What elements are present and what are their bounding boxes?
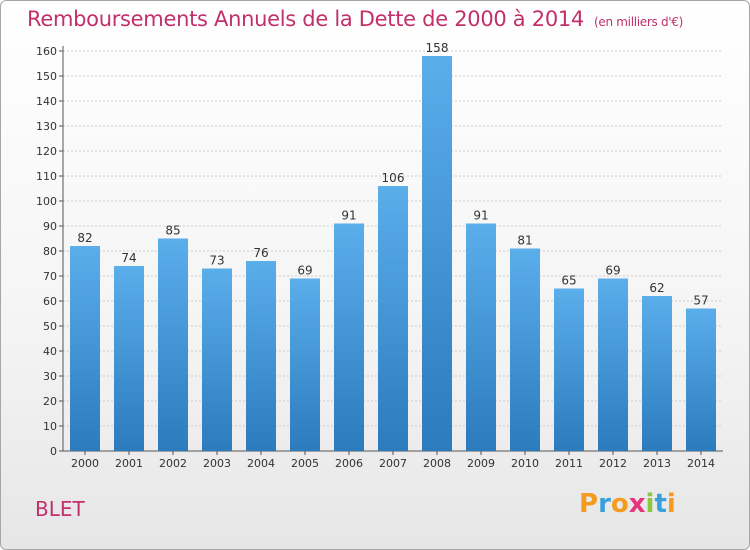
x-tick-label: 2005 bbox=[291, 457, 319, 470]
x-tick-label: 2002 bbox=[159, 457, 187, 470]
bar bbox=[246, 261, 276, 451]
y-tick-label: 130 bbox=[36, 120, 57, 133]
chart-title: Remboursements Annuels de la Dette de 20… bbox=[27, 7, 683, 31]
logo-letter: i bbox=[666, 489, 676, 519]
x-tick-label: 2001 bbox=[115, 457, 143, 470]
x-tick-label: 2014 bbox=[687, 457, 715, 470]
commune-name: BLET bbox=[35, 497, 85, 521]
bar-value-label: 62 bbox=[649, 281, 664, 295]
labels: 0 10 20 30 40 50 60 70 80 90 100 110 120 130 140 150 160… bbox=[36, 41, 715, 470]
y-tick-label: 50 bbox=[43, 320, 57, 333]
y-tick-label: 0 bbox=[50, 445, 57, 458]
bar-value-label: 57 bbox=[693, 294, 708, 308]
y-tick-label: 110 bbox=[36, 170, 57, 183]
y-tick-label: 40 bbox=[43, 345, 57, 358]
bar-value-label: 73 bbox=[209, 254, 224, 268]
proxiti-logo: Proxiti bbox=[579, 489, 676, 519]
x-tick-label: 2007 bbox=[379, 457, 407, 470]
bar bbox=[334, 223, 364, 451]
bar-value-label: 91 bbox=[341, 209, 356, 223]
x-tick-label: 2010 bbox=[511, 457, 539, 470]
y-tick-label: 160 bbox=[36, 45, 57, 58]
bar-value-label: 69 bbox=[297, 264, 312, 278]
x-tick-label: 2004 bbox=[247, 457, 275, 470]
y-tick-label: 30 bbox=[43, 370, 57, 383]
x-tick-label: 2000 bbox=[71, 457, 99, 470]
logo-letter: r bbox=[598, 489, 611, 519]
x-tick-label: 2012 bbox=[599, 457, 627, 470]
logo-letter: t bbox=[654, 489, 667, 519]
x-tick-label: 2003 bbox=[203, 457, 231, 470]
bar bbox=[422, 56, 452, 451]
bar-value-label: 158 bbox=[426, 41, 449, 55]
bar-value-label: 82 bbox=[77, 231, 92, 245]
bar bbox=[158, 238, 188, 451]
bar bbox=[598, 278, 628, 451]
y-tick-label: 80 bbox=[43, 245, 57, 258]
x-tick-label: 2008 bbox=[423, 457, 451, 470]
bar bbox=[114, 266, 144, 451]
bar-value-label: 91 bbox=[473, 209, 488, 223]
bar bbox=[554, 288, 584, 451]
y-tick-label: 60 bbox=[43, 295, 57, 308]
bar-value-label: 69 bbox=[605, 264, 620, 278]
y-tick-label: 120 bbox=[36, 145, 57, 158]
logo-letter: P bbox=[579, 489, 599, 519]
y-tick-label: 70 bbox=[43, 270, 57, 283]
x-tick-label: 2006 bbox=[335, 457, 363, 470]
bar bbox=[642, 296, 672, 451]
y-tick-label: 10 bbox=[43, 420, 57, 433]
y-tick-label: 20 bbox=[43, 395, 57, 408]
logo-letter: i bbox=[645, 489, 655, 519]
bars bbox=[70, 56, 716, 451]
logo-letter: o bbox=[610, 489, 629, 519]
bar bbox=[202, 268, 232, 451]
logo-letter: x bbox=[628, 489, 646, 519]
bar bbox=[510, 248, 540, 451]
y-tick-label: 140 bbox=[36, 95, 57, 108]
bar bbox=[466, 223, 496, 451]
bar bbox=[290, 278, 320, 451]
y-tick-label: 150 bbox=[36, 70, 57, 83]
chart-unit: (en milliers d'€) bbox=[594, 15, 684, 29]
bar bbox=[70, 246, 100, 451]
y-tick-label: 90 bbox=[43, 220, 57, 233]
bar bbox=[378, 186, 408, 451]
x-tick-label: 2009 bbox=[467, 457, 495, 470]
chart-title-text: Remboursements Annuels de la Dette de 20… bbox=[27, 7, 584, 31]
x-tick-label: 2013 bbox=[643, 457, 671, 470]
bar bbox=[686, 308, 716, 451]
bar-value-label: 65 bbox=[561, 274, 576, 288]
x-tick-label: 2011 bbox=[555, 457, 583, 470]
bar-value-label: 81 bbox=[517, 234, 532, 248]
y-tick-label: 100 bbox=[36, 195, 57, 208]
bar-value-label: 85 bbox=[165, 224, 180, 238]
bar-value-label: 74 bbox=[121, 251, 136, 265]
bar-value-label: 76 bbox=[253, 246, 268, 260]
bar-value-label: 106 bbox=[382, 171, 405, 185]
